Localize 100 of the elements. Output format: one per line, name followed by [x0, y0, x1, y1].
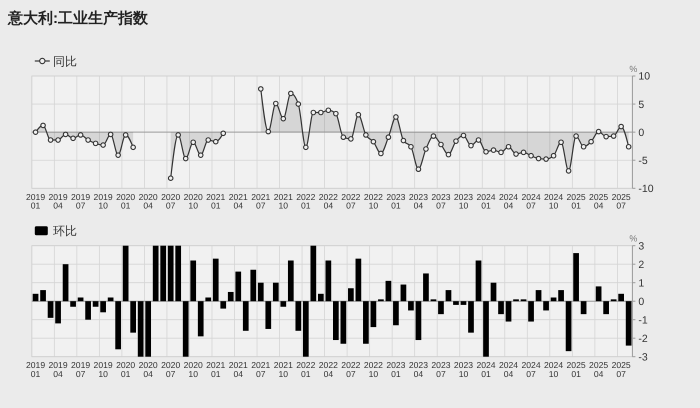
bar [356, 258, 362, 302]
bar [85, 301, 91, 320]
bar [348, 288, 354, 302]
bar [70, 301, 76, 307]
x-tick-label: 2020 04 [138, 192, 158, 210]
bar [235, 272, 242, 302]
bar [280, 301, 286, 307]
x-tick-label: 2021 01 [206, 360, 226, 379]
y-tick-label: -2 [638, 332, 648, 345]
x-tick-label: 2023 04 [408, 360, 428, 379]
y-tick-label: -5 [638, 154, 648, 167]
bar [242, 301, 249, 331]
x-tick-label: 2023 01 [386, 360, 406, 379]
x-tick-label: 2021 10 [274, 360, 294, 379]
x-tick-label: 2022 07 [341, 360, 361, 379]
x-tick-label: 2024 10 [544, 360, 564, 379]
y-tick-label: 1 [638, 277, 644, 290]
bar [528, 301, 534, 322]
x-tick-label: 2019 07 [71, 192, 90, 210]
bar [490, 282, 496, 302]
bar [160, 246, 166, 302]
x-tick-label: 2019 04 [48, 360, 68, 379]
bar [100, 301, 106, 312]
x-tick-label: 2019 04 [48, 192, 68, 210]
bar [115, 301, 121, 350]
x-tick-label: 2025 07 [612, 360, 631, 379]
x-tick-label: 2025 01 [566, 360, 586, 379]
x-tick-label: 2020 04 [138, 360, 158, 379]
x-tick-label: 2023 01 [386, 192, 406, 210]
bar [250, 270, 256, 302]
bar [182, 301, 189, 357]
x-tick-label: 2021 04 [228, 192, 248, 210]
x-tick-label: 2022 04 [318, 192, 338, 210]
bar [152, 246, 159, 302]
x-tick-label: 2021 10 [274, 192, 294, 210]
x-tick-label: 2021 07 [251, 360, 271, 379]
bar [302, 301, 309, 357]
bar [138, 301, 144, 357]
x-tick-label: 2025 04 [589, 360, 608, 379]
bar [603, 301, 609, 314]
x-tick-label: 2020 10 [184, 192, 203, 210]
bar [476, 260, 482, 302]
bar [205, 298, 212, 302]
bar [363, 301, 369, 344]
x-tick-label: 2024 07 [521, 192, 541, 210]
x-tick-label: 2023 10 [454, 192, 474, 210]
bar [333, 301, 339, 340]
x-tick-label: 2025 01 [566, 192, 586, 210]
x-tick-label: 2024 01 [476, 192, 496, 210]
x-tick-label: 2022 01 [296, 192, 316, 210]
legend-label: 同比 [52, 54, 77, 68]
x-tick-label: 2020 07 [161, 360, 180, 379]
y-tick-label: -3 [638, 351, 648, 364]
bar [288, 260, 294, 302]
chart-title: 意大利:工业生产指数 [7, 10, 149, 27]
x-tick-label: 2025 07 [612, 192, 631, 210]
bar [220, 301, 226, 309]
bar [626, 301, 632, 346]
y-tick-label: 3 [638, 240, 644, 252]
x-tick-label: 2019 10 [94, 360, 113, 379]
x-tick-label: 2022 10 [364, 192, 384, 210]
y-axis-title: % [629, 64, 638, 74]
bar [272, 282, 279, 302]
bar [483, 301, 489, 357]
x-tick-label: 2022 10 [364, 360, 384, 379]
bar [596, 286, 602, 302]
x-tick-label: 2020 01 [116, 192, 136, 210]
x-tick-label: 2022 07 [341, 192, 361, 210]
y-tick-label: 0 [638, 296, 644, 308]
bar [536, 290, 542, 302]
x-tick-label: 2023 07 [431, 360, 451, 379]
bar [228, 292, 234, 302]
bar [340, 301, 346, 344]
bar [168, 246, 174, 302]
y-axis-title: % [629, 234, 638, 244]
y-tick-label: -1 [638, 314, 648, 326]
bar [318, 294, 324, 302]
x-tick-label: 2022 01 [296, 360, 316, 379]
bar [265, 301, 272, 329]
bar [446, 290, 452, 302]
y-tick-label: 0 [638, 126, 644, 139]
x-tick-label: 2020 07 [161, 192, 180, 210]
x-tick-label: 2023 10 [454, 360, 474, 379]
x-tick-label: 2019 01 [26, 360, 46, 379]
x-tick-label: 2020 01 [116, 360, 136, 379]
x-tick-label: 2021 04 [228, 360, 248, 379]
bar [212, 258, 219, 302]
x-tick-label: 2021 07 [251, 192, 271, 210]
x-tick-label: 2021 01 [206, 192, 226, 210]
x-tick-label: 2025 04 [589, 192, 608, 210]
x-tick-label: 2024 07 [521, 360, 541, 379]
x-tick-label: 2019 07 [71, 360, 90, 379]
y-tick-label: -10 [638, 182, 654, 195]
bar [62, 264, 68, 302]
x-tick-label: 2023 04 [408, 192, 428, 210]
x-tick-label: 2023 07 [431, 192, 451, 210]
bar [580, 301, 586, 314]
bar [190, 260, 196, 302]
bar [400, 284, 406, 302]
x-tick-label: 2024 10 [544, 192, 564, 210]
